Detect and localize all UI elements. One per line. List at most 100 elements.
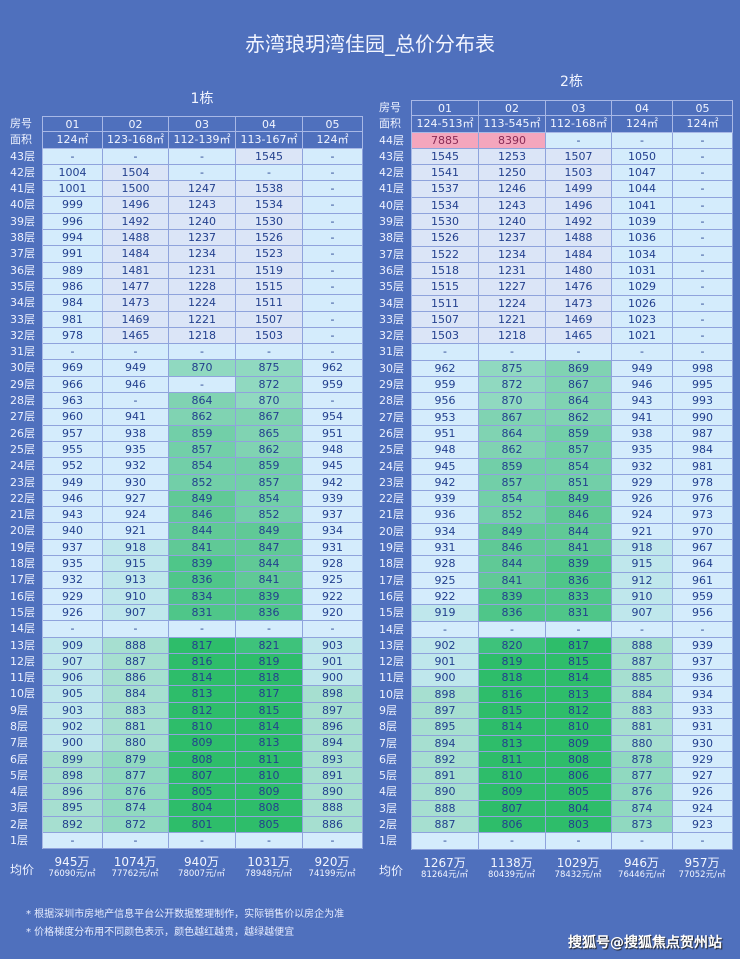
floor-label: 31层 <box>10 345 35 359</box>
price-cell: 864 <box>169 393 236 410</box>
floor-cells: 1545 1253 1507 1050- <box>411 148 733 166</box>
price-cell: 905 <box>43 686 103 703</box>
price-cell: 1234 <box>479 246 546 263</box>
price-cell: - <box>612 344 673 361</box>
price-cell: 960 <box>43 409 103 426</box>
floor-row: 40层 999 1496 1243 1534- <box>10 197 363 214</box>
header-label: 房号 <box>10 117 32 130</box>
floor-row: 8层 895 814 810 881 931 <box>379 719 733 736</box>
floor-cells: 1507 1221 1469 1023- <box>411 311 733 329</box>
price-cell: 1541 <box>412 165 479 182</box>
price-cell: 831 <box>546 605 612 622</box>
price-cell: 805 <box>236 816 303 834</box>
floor-label: 9层 <box>10 703 28 717</box>
average-row: 均价 1267万 81264元/㎡ 1138万 80439元/㎡ 1029万 78432元/… <box>379 856 733 886</box>
price-cell: 954 <box>303 409 363 426</box>
price-cell: 1526 <box>236 230 303 247</box>
floor-cells: ----- <box>411 833 733 850</box>
footnotes: * 根据深圳市房地产信息平台公开数据整理制作，实际销售价以房企为准 * 价格梯度… <box>26 906 344 942</box>
price-cell: 813 <box>546 686 612 703</box>
floor-label: 30层 <box>379 361 404 375</box>
price-cell: 1503 <box>546 165 612 182</box>
unit-area-cell: 124㎡ <box>303 132 363 149</box>
average-total: 957万 <box>684 855 720 870</box>
price-cell: 946 <box>103 376 169 394</box>
price-cell: 1227 <box>479 279 546 296</box>
price-cell: 890 <box>412 784 479 801</box>
floor-label: 26层 <box>379 426 404 440</box>
floor-row: 10层 898 816 813 884 934 <box>379 686 733 703</box>
price-cell: 857 <box>236 474 303 491</box>
price-cell: 1511 <box>412 295 479 312</box>
floor-cells: 969 949 870 875 962 <box>42 360 363 377</box>
header-row: 房号 01 02 03 04 05 <box>379 100 733 117</box>
floor-label: 20层 <box>379 524 404 538</box>
price-cell: 8390 <box>479 132 546 149</box>
floor-cells: 1537 1246 1499 1044- <box>411 181 733 198</box>
price-cell: 1253 <box>479 148 546 166</box>
floor-cells: 978 1465 1218 1503- <box>42 327 363 345</box>
floor-label: 28层 <box>379 394 404 408</box>
price-cell: - <box>673 132 733 149</box>
floor-row: 6层 892 811 808 878 929 <box>379 751 733 769</box>
price-cell: 816 <box>169 653 236 671</box>
floor-label: 33层 <box>10 312 35 326</box>
unit-area-cell: 124㎡ <box>612 116 673 133</box>
price-cell: - <box>303 230 363 247</box>
price-cell: 949 <box>612 360 673 378</box>
price-cell: 978 <box>43 327 103 345</box>
price-cell: 1519 <box>236 262 303 279</box>
price-cell: 864 <box>546 393 612 410</box>
floor-row: 33层 1507 1221 1469 1023- <box>379 311 733 329</box>
floor-label: 8层 <box>10 719 28 733</box>
average-per-sqm: 74199元/㎡ <box>308 869 356 880</box>
floor-label: 29层 <box>379 378 404 392</box>
price-cell: 894 <box>412 735 479 752</box>
price-cell: 815 <box>479 702 546 720</box>
average-cell: 1267万 81264元/㎡ <box>411 856 478 886</box>
price-cell: 900 <box>303 670 363 687</box>
floor-row: 24层 952 932 854 859 945 <box>10 458 363 475</box>
price-cell: - <box>43 621 103 638</box>
price-cell: - <box>303 621 363 638</box>
average-cell: 957万 77052元/㎡ <box>672 856 732 886</box>
price-cell: - <box>673 246 733 263</box>
price-cell: - <box>303 327 363 345</box>
price-cell: 806 <box>479 817 546 834</box>
floor-cells: 897 815 812 883 933 <box>411 702 733 720</box>
floor-label: 3层 <box>379 801 397 815</box>
floor-cells: 905 884 813 817 898 <box>42 686 363 703</box>
floor-label: 30层 <box>10 361 35 375</box>
header-cells: 01 02 03 04 05 <box>42 116 363 133</box>
price-cell: 955 <box>43 441 103 459</box>
average-per-sqm: 81264元/㎡ <box>421 869 468 880</box>
floor-row: 23层 942 857 851 929 978 <box>379 474 733 492</box>
floor-cells: 986 1477 1228 1515- <box>42 278 363 296</box>
floor-row: 43层 1545 1253 1507 1050- <box>379 148 733 166</box>
floor-cells: 894 813 809 880 930 <box>411 735 733 752</box>
floor-label: 12层 <box>379 655 404 669</box>
price-cell: 804 <box>169 800 236 817</box>
floor-label: 41层 <box>10 182 35 196</box>
header-cells: 124-513㎡ 113-545㎡ 112-168㎡ 124㎡ 124㎡ <box>411 116 733 133</box>
building-1-price-table: 房号 01 02 03 04 05 面积 124㎡ 123-168㎡ 112-139㎡ 113-16… <box>10 116 363 885</box>
floor-row: 38层 994 1488 1237 1526- <box>10 230 363 247</box>
price-cell: 841 <box>479 572 546 589</box>
floor-cells: 887 806 803 873 923 <box>411 817 733 834</box>
price-cell: 1224 <box>169 295 236 312</box>
floor-label: 11层 <box>10 671 35 685</box>
price-cell: 877 <box>612 768 673 785</box>
price-cell: 1473 <box>103 295 169 312</box>
price-cell: 807 <box>479 800 546 818</box>
price-cell: 1507 <box>412 311 479 329</box>
price-cell: 1518 <box>412 262 479 280</box>
price-cell: 834 <box>169 588 236 605</box>
price-cell: 879 <box>103 751 169 768</box>
price-cell: 862 <box>479 442 546 459</box>
price-cell: 984 <box>43 295 103 312</box>
price-cell: 907 <box>103 604 169 622</box>
price-cell: 951 <box>303 425 363 442</box>
price-cell: 996 <box>43 213 103 231</box>
floor-label: 20层 <box>10 524 35 538</box>
floor-label: 10层 <box>10 687 35 701</box>
